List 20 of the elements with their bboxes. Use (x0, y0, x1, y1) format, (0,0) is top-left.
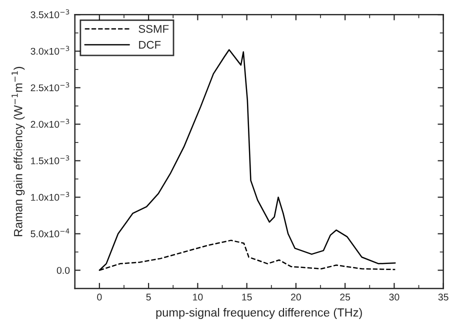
x-axis-title: pump-signal frequency difference (THz) (156, 308, 362, 319)
y-tick-label: 3.5x10$^{−3}$ (30, 9, 70, 18)
x-tick-label: 25 (340, 294, 350, 301)
y-tick-label: 1.5x10$^{−3}$ (31, 155, 70, 164)
legend-label: SSMF (138, 24, 169, 33)
y-axis-title: Raman gain effciency (W$^{−1}$m$^{−1}$) (12, 66, 25, 236)
x-tick-label: 0 (97, 294, 102, 301)
x-tick-label: 20 (291, 294, 301, 301)
x-tick-label: 10 (193, 294, 203, 301)
y-tick-label: 5.0x10$^{−4}$ (30, 228, 70, 238)
y-tick-label: 1.0x10$^{−3}$ (31, 192, 70, 201)
x-tick-label: 35 (438, 294, 448, 301)
x-tick-label: 5 (146, 294, 151, 301)
x-tick-label: 15 (242, 294, 252, 301)
x-tick-label: 30 (389, 294, 400, 301)
y-tick-label: 2.0x10$^{−3}$ (30, 118, 70, 128)
y-tick-label: 0.0 (56, 266, 70, 274)
legend-label: DCF (139, 40, 161, 49)
y-tick-label: 2.5x10$^{−3}$ (30, 82, 70, 92)
y-tick-label: 3.0x10$^{−3}$ (30, 46, 70, 55)
